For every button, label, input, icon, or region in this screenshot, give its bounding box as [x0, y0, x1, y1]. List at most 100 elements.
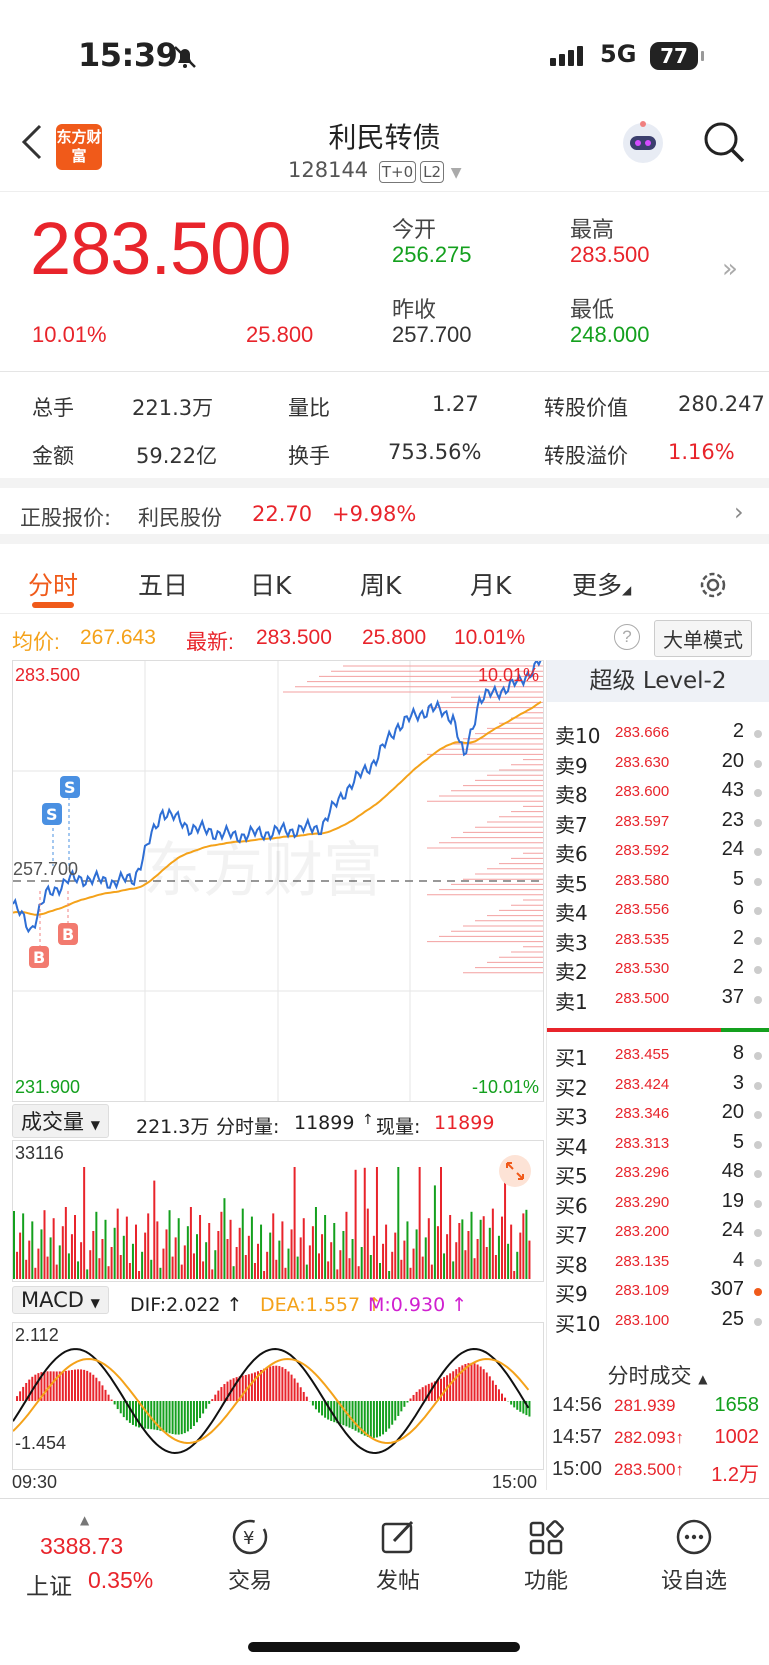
ask-row[interactable]: 卖4 283.556 6 — [547, 895, 769, 926]
volume-bar — [382, 1243, 385, 1279]
tick-trades[interactable]: 分时成交 ▲ 14:56 281.939 1658 14:57 282.093↑ 1002… — [546, 1358, 769, 1490]
volume-bar — [360, 1247, 363, 1279]
post-button[interactable]: 发帖 — [348, 1517, 448, 1595]
bid-row[interactable]: 买5 283.296 48 — [547, 1158, 769, 1189]
ask-row[interactable]: 卖1 283.500 37 — [547, 984, 769, 1015]
macd-bar — [183, 1401, 186, 1434]
volume-bar — [464, 1250, 467, 1279]
robot-assistant-icon[interactable] — [618, 118, 668, 168]
macd-bar — [113, 1401, 116, 1405]
macd-bar — [424, 1385, 427, 1401]
add-watchlist-button[interactable]: 设自选 — [644, 1517, 744, 1595]
macd-bar — [440, 1378, 442, 1401]
back-arrow-icon[interactable] — [20, 124, 44, 160]
search-icon[interactable] — [702, 120, 746, 164]
volume-bar — [278, 1240, 281, 1279]
macd-bar — [174, 1401, 177, 1435]
macd-bar — [46, 1371, 49, 1401]
volume-bar — [238, 1227, 241, 1279]
ask-row[interactable]: 卖2 283.530 2 — [547, 954, 769, 985]
ask-row[interactable]: 卖3 283.535 2 — [547, 925, 769, 956]
macd-bar — [162, 1401, 165, 1432]
macd-indicator-dropdown[interactable]: MACD ▼ — [12, 1286, 109, 1314]
tab-more[interactable]: 更多◢ — [572, 571, 632, 600]
avg-value: 267.643 — [80, 626, 156, 649]
ask-row[interactable]: 卖8 283.600 43 — [547, 777, 769, 808]
tab-weekly[interactable]: 周K — [360, 571, 402, 600]
index-value[interactable]: 3388.73 — [40, 1533, 124, 1559]
sell-marker[interactable] — [60, 776, 80, 798]
big-order-mode-button[interactable]: 大单模式 — [654, 620, 752, 657]
help-icon[interactable]: ? — [614, 624, 640, 650]
functions-button[interactable]: 功能 — [496, 1517, 596, 1595]
volume-bar — [455, 1242, 458, 1279]
macd-bar — [83, 1369, 86, 1401]
volume-bar — [220, 1211, 223, 1279]
tab-intraday[interactable]: 分时 — [28, 571, 79, 600]
volume-bar — [61, 1226, 64, 1279]
macd-bar — [55, 1371, 58, 1401]
macd-bar — [238, 1376, 241, 1401]
tick-trades-title: 分时成交 ▲ — [607, 1364, 708, 1388]
macd-bar — [101, 1385, 104, 1401]
bid-row[interactable]: 买10 283.100 25 — [547, 1306, 769, 1337]
volume-bar — [430, 1264, 433, 1279]
app-logo[interactable]: 东方财富 — [56, 124, 102, 170]
volume-bar — [226, 1239, 229, 1279]
bid-row[interactable]: 买1 283.455 8 — [547, 1040, 769, 1071]
macd-chart[interactable]: 2.112 -1.454 — [12, 1322, 544, 1470]
volume-label: 总手 — [32, 396, 74, 420]
bid-row[interactable]: 买9 283.109 307 — [547, 1276, 769, 1307]
tab-daily[interactable]: 日K — [250, 571, 292, 600]
bid-row[interactable]: 买4 283.313 5 — [547, 1129, 769, 1160]
bid-row[interactable]: 买2 283.424 3 — [547, 1070, 769, 1101]
ask-row[interactable]: 卖5 283.580 5 — [547, 866, 769, 897]
underlying-stock-row[interactable]: 正股报价: 利民股份 22.70 +9.98% › — [0, 488, 769, 544]
buy-marker[interactable] — [58, 923, 78, 945]
volume-chart[interactable]: 33116 — [12, 1140, 544, 1282]
level-price: 283.346 — [615, 1105, 670, 1122]
volume-indicator-dropdown[interactable]: 成交量 ▼ — [12, 1104, 109, 1138]
bid-row[interactable]: 买6 283.290 19 — [547, 1188, 769, 1219]
tick-row: 14:57 282.093↑ 1002 — [546, 1422, 769, 1454]
tick-time: 14:57 — [552, 1426, 603, 1448]
ask-row[interactable]: 卖7 283.597 23 — [547, 807, 769, 838]
expand-icon[interactable] — [499, 1155, 531, 1187]
macd-bar — [77, 1369, 80, 1401]
security-code-row[interactable]: 128144 T+0 L2 ▼ — [288, 158, 462, 183]
intraday-chart[interactable]: 东方财富 S S B B 283.500 257.700 231.900 10.… — [12, 660, 544, 1102]
settings-gear-icon[interactable] — [696, 568, 730, 602]
yen-icon: ¥ — [232, 1519, 268, 1555]
volume-bar — [141, 1251, 144, 1279]
level-volume: 37 — [721, 985, 744, 1008]
bid-row[interactable]: 买7 283.200 24 — [547, 1217, 769, 1248]
ask-row[interactable]: 卖9 283.630 20 — [547, 748, 769, 779]
tab-monthly[interactable]: 月K — [470, 571, 512, 600]
chart-max-price: 283.500 — [15, 665, 81, 685]
volume-bar — [147, 1213, 150, 1279]
volume-bar — [391, 1251, 394, 1279]
ask-row[interactable]: 卖6 283.592 24 — [547, 836, 769, 867]
bid-row[interactable]: 买8 283.135 4 — [547, 1247, 769, 1278]
expand-chevron-icon[interactable]: » — [722, 254, 738, 284]
macd-bar — [421, 1387, 424, 1401]
low-label: 最低 — [570, 298, 615, 323]
level-dot — [754, 1229, 762, 1237]
volume-bar — [241, 1208, 244, 1279]
volume-bar — [333, 1223, 336, 1279]
ask-row[interactable]: 卖10 283.666 2 — [547, 718, 769, 749]
volume-svg — [13, 1155, 531, 1279]
macd-bar — [519, 1401, 522, 1412]
macd-bar — [449, 1373, 452, 1401]
macd-bar — [125, 1401, 128, 1421]
svg-text:S: S — [64, 778, 76, 797]
volume-bar — [159, 1267, 162, 1279]
sell-marker[interactable] — [42, 803, 62, 825]
volume-bar — [196, 1234, 198, 1279]
svg-text:B: B — [33, 948, 45, 967]
avg-label: 均价: — [12, 631, 60, 654]
bid-row[interactable]: 买3 283.346 20 — [547, 1099, 769, 1130]
buy-marker[interactable] — [29, 946, 49, 968]
tab-5day[interactable]: 五日 — [138, 571, 189, 600]
trade-button[interactable]: ¥ 交易 — [200, 1517, 300, 1595]
